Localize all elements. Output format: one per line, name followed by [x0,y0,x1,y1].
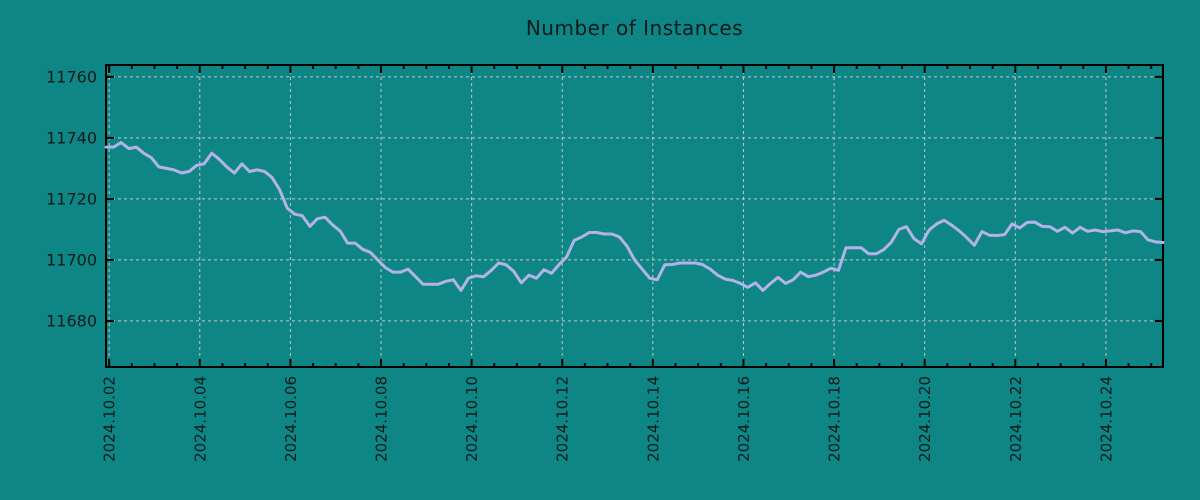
x-tick-label: 2024.10.10 [463,376,481,462]
x-tick-label: 2024.10.08 [373,376,391,462]
series-line-instances [104,141,1165,292]
plot-border [105,64,1164,368]
x-tick-label: 2024.10.22 [1007,376,1025,462]
y-tick-label: 11720 [46,189,97,208]
x-tick-label: 2024.10.06 [282,376,300,462]
chart-title: Number of Instances [525,16,744,40]
x-tick-label: 2024.10.02 [101,376,119,462]
x-tick-label: 2024.10.12 [554,376,572,462]
x-tick-label: 2024.10.04 [191,376,209,462]
x-tick-label: 2024.10.14 [644,376,662,462]
y-tick-label: 11700 [46,250,97,269]
y-tick-label: 11740 [46,128,97,147]
x-tick-label: 2024.10.16 [735,376,753,462]
x-tick-label: 2024.10.18 [826,376,844,462]
x-tick-label: 2024.10.20 [916,376,934,462]
y-tick-label: 11680 [46,311,97,330]
y-tick-label: 11760 [46,67,97,86]
x-tick-label: 2024.10.24 [1097,376,1115,462]
